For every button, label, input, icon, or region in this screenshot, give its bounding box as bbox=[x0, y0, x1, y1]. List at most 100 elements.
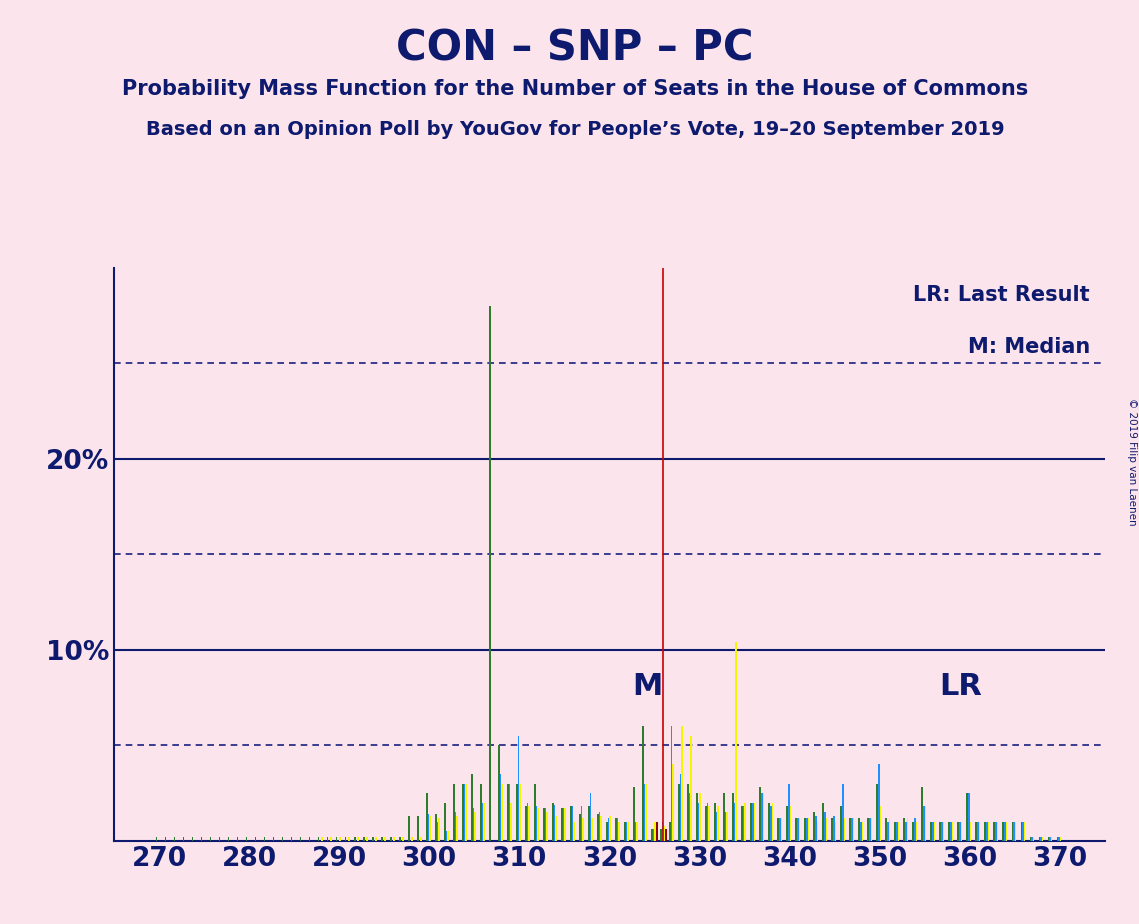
Bar bbox=[681, 726, 683, 841]
Bar bbox=[228, 837, 229, 841]
Bar bbox=[741, 807, 743, 841]
Bar bbox=[562, 808, 563, 841]
Bar bbox=[411, 837, 412, 841]
Bar bbox=[671, 726, 672, 841]
Bar bbox=[1013, 821, 1015, 841]
Bar bbox=[426, 793, 427, 841]
Bar bbox=[788, 784, 789, 841]
Bar bbox=[465, 784, 467, 841]
Bar bbox=[752, 803, 754, 841]
Bar bbox=[454, 812, 457, 841]
Bar bbox=[1040, 837, 1042, 841]
Bar bbox=[822, 803, 823, 841]
Bar bbox=[309, 837, 311, 841]
Bar bbox=[507, 784, 509, 841]
Bar bbox=[988, 821, 990, 841]
Bar bbox=[844, 818, 845, 841]
Bar bbox=[429, 816, 431, 841]
Bar bbox=[349, 837, 350, 841]
Bar bbox=[345, 837, 346, 841]
Bar bbox=[814, 816, 817, 841]
Bar bbox=[200, 837, 203, 841]
Bar bbox=[628, 821, 629, 841]
Bar bbox=[1057, 837, 1058, 841]
Bar bbox=[255, 837, 256, 841]
Bar bbox=[943, 821, 944, 841]
Bar bbox=[599, 812, 600, 841]
Bar bbox=[600, 816, 603, 841]
Bar bbox=[997, 821, 999, 841]
Bar bbox=[851, 818, 853, 841]
Bar bbox=[696, 793, 698, 841]
Bar bbox=[1015, 821, 1016, 841]
Bar bbox=[878, 764, 879, 841]
Bar bbox=[573, 821, 575, 841]
Bar bbox=[174, 837, 175, 841]
Bar bbox=[375, 837, 377, 841]
Bar bbox=[517, 736, 519, 841]
Bar bbox=[780, 818, 782, 841]
Bar bbox=[321, 837, 322, 841]
Bar bbox=[906, 821, 907, 841]
Bar bbox=[210, 837, 212, 841]
Bar bbox=[472, 774, 473, 841]
Bar bbox=[336, 837, 337, 841]
Bar bbox=[826, 818, 827, 841]
Bar bbox=[582, 818, 584, 841]
Bar bbox=[959, 821, 960, 841]
Bar bbox=[860, 821, 861, 841]
Bar bbox=[1048, 837, 1049, 841]
Bar bbox=[934, 821, 935, 841]
Bar bbox=[708, 807, 710, 841]
Bar bbox=[246, 837, 247, 841]
Text: © 2019 Filip van Laenen: © 2019 Filip van Laenen bbox=[1126, 398, 1137, 526]
Bar bbox=[950, 821, 952, 841]
Bar bbox=[1051, 837, 1052, 841]
Bar bbox=[399, 837, 401, 841]
Bar bbox=[402, 837, 404, 841]
Bar bbox=[435, 814, 436, 841]
Bar bbox=[1024, 821, 1025, 841]
Bar bbox=[859, 818, 860, 841]
Bar bbox=[967, 793, 968, 841]
Bar bbox=[563, 808, 564, 841]
Bar bbox=[913, 818, 916, 841]
Bar bbox=[1011, 821, 1013, 841]
Bar bbox=[707, 803, 708, 841]
Bar bbox=[653, 830, 655, 841]
Bar bbox=[290, 837, 293, 841]
Bar bbox=[876, 784, 878, 841]
Bar bbox=[439, 818, 440, 841]
Bar bbox=[535, 807, 538, 841]
Bar bbox=[817, 821, 818, 841]
Bar bbox=[798, 818, 801, 841]
Bar bbox=[835, 821, 836, 841]
Bar bbox=[797, 818, 798, 841]
Bar bbox=[718, 807, 719, 841]
Bar bbox=[634, 821, 637, 841]
Bar bbox=[457, 816, 458, 841]
Bar bbox=[833, 816, 835, 841]
Bar bbox=[615, 818, 616, 841]
Bar bbox=[1006, 821, 1007, 841]
Bar bbox=[609, 816, 611, 841]
Bar bbox=[191, 837, 194, 841]
Bar bbox=[786, 807, 788, 841]
Bar bbox=[273, 837, 274, 841]
Bar bbox=[264, 837, 265, 841]
Bar bbox=[903, 818, 906, 841]
Bar bbox=[372, 837, 374, 841]
Text: LR: Last Result: LR: Last Result bbox=[913, 286, 1090, 305]
Bar bbox=[804, 818, 806, 841]
Bar bbox=[300, 837, 302, 841]
Bar bbox=[552, 803, 554, 841]
Bar bbox=[480, 784, 482, 841]
Bar bbox=[869, 818, 870, 841]
Bar bbox=[678, 784, 680, 841]
Bar bbox=[642, 726, 644, 841]
Bar bbox=[318, 837, 319, 841]
Bar bbox=[670, 821, 671, 841]
Bar bbox=[842, 784, 844, 841]
Bar bbox=[853, 818, 854, 841]
Text: LR: LR bbox=[940, 673, 982, 701]
